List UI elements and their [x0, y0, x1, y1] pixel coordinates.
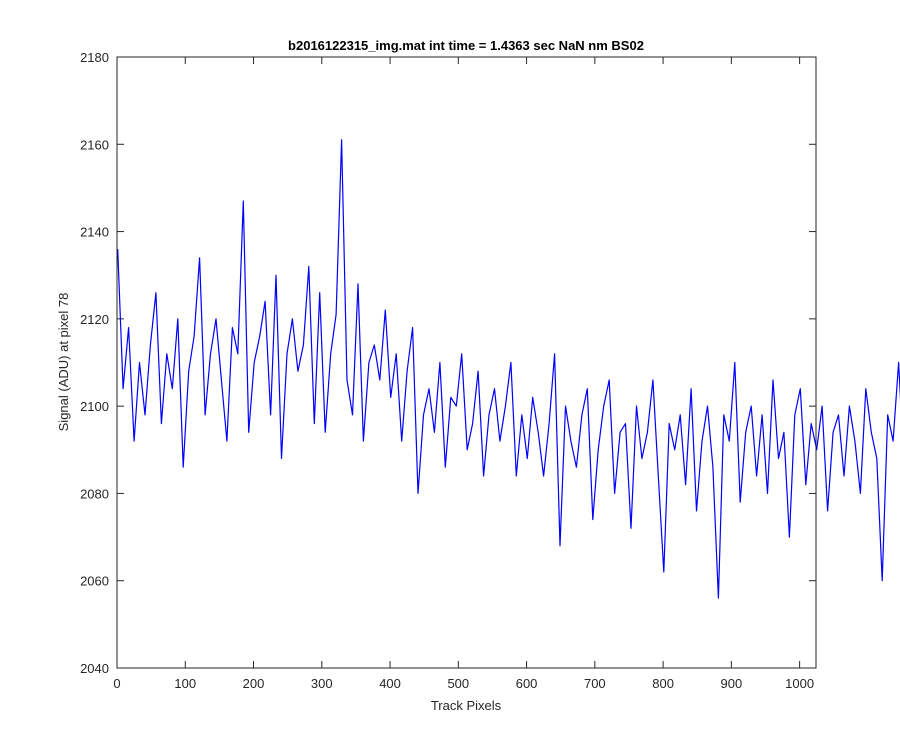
- x-tick-label: 1000: [785, 676, 814, 691]
- x-tick-label: 200: [243, 676, 265, 691]
- x-tick-label: 300: [311, 676, 333, 691]
- x-tick-label: 900: [721, 676, 743, 691]
- x-axis-label: Track Pixels: [431, 698, 502, 713]
- x-tick-label: 700: [584, 676, 606, 691]
- y-tick-label: 2120: [80, 312, 109, 327]
- y-tick-label: 2040: [80, 661, 109, 676]
- y-tick-label: 2100: [80, 399, 109, 414]
- chart-title: b2016122315_img.mat int time = 1.4363 se…: [288, 38, 644, 53]
- x-tick-label: 100: [174, 676, 196, 691]
- plot-background: [117, 57, 816, 668]
- x-tick-label: 400: [379, 676, 401, 691]
- y-tick-label: 2180: [80, 50, 109, 65]
- y-tick-label: 2060: [80, 574, 109, 589]
- y-tick-label: 2080: [80, 486, 109, 501]
- signal-series-line: [117, 139, 900, 599]
- x-tick-label: 600: [516, 676, 538, 691]
- y-tick-label: 2160: [80, 137, 109, 152]
- y-axis-label: Signal (ADU) at pixel 78: [56, 293, 71, 432]
- x-tick-label: 500: [447, 676, 469, 691]
- x-tick-label: 0: [113, 676, 120, 691]
- y-tick-label: 2140: [80, 225, 109, 240]
- x-tick-label: 800: [652, 676, 674, 691]
- tick-labels: 0 100 200 300 400 500 600 700 800 900 1000 2040 2060…: [80, 50, 814, 691]
- plot-frame: [116, 56, 817, 669]
